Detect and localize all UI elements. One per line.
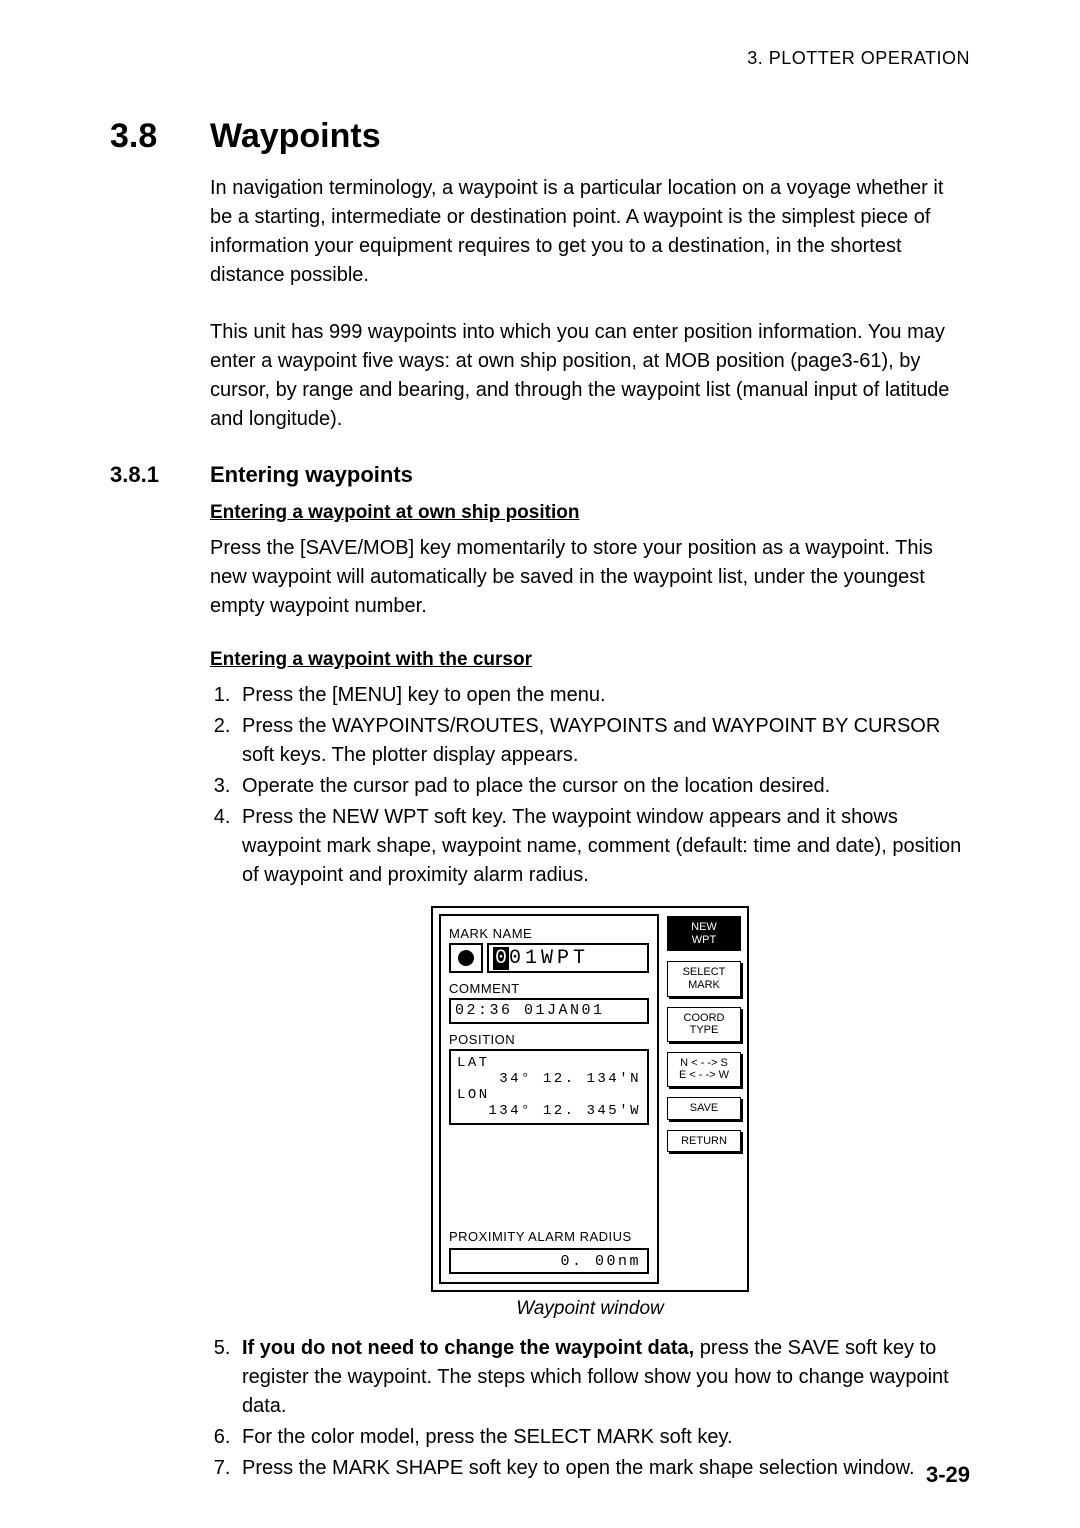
comment-field[interactable]: 02:36 01JAN01 xyxy=(449,998,649,1024)
softkey-ns-ew[interactable]: N < - -> S E < - -> W xyxy=(667,1052,741,1087)
step-2: Press the WAYPOINTS/ROUTES, WAYPOINTS an… xyxy=(236,712,970,770)
figure-caption: Waypoint window xyxy=(210,1298,970,1320)
waypoint-window: MARK NAME 001WPT COMMENT 02:36 01JAN01 P… xyxy=(431,906,749,1292)
step-7: Press the MARK SHAPE soft key to open th… xyxy=(236,1454,970,1483)
heading-cursor: Entering a waypoint with the cursor xyxy=(210,649,970,671)
subsection-title: Entering waypoints xyxy=(210,462,413,488)
subsection-number: 3.8.1 xyxy=(110,462,210,488)
step-4: Press the NEW WPT soft key. The waypoint… xyxy=(236,803,970,890)
heading-own-ship: Entering a waypoint at own ship position xyxy=(210,502,970,524)
section-number: 3.8 xyxy=(110,117,210,156)
step-5-bold: If you do not need to change the waypoin… xyxy=(242,1337,694,1359)
section-heading: 3.8 Waypoints xyxy=(110,117,970,156)
intro-para-2: This unit has 999 waypoints into which y… xyxy=(210,318,970,434)
step-1: Press the [MENU] key to open the menu. xyxy=(236,681,970,710)
waypoint-panel: MARK NAME 001WPT COMMENT 02:36 01JAN01 P… xyxy=(439,914,659,1284)
softkey-line: E < - -> W xyxy=(670,1069,738,1082)
label-comment: COMMENT xyxy=(449,981,649,996)
lat-value: 34° 12. 134'N xyxy=(457,1071,641,1087)
label-position: POSITION xyxy=(449,1032,649,1047)
section-title: Waypoints xyxy=(210,117,381,156)
circle-mark-icon xyxy=(458,950,474,966)
intro-para-1: In navigation terminology, a waypoint is… xyxy=(210,174,970,290)
softkey-line: MARK xyxy=(670,979,738,992)
softkey-line: N < - -> S xyxy=(670,1057,738,1070)
label-lon: LON xyxy=(457,1087,641,1103)
name-cursor-char: 0 xyxy=(493,947,509,970)
subsection-heading: 3.8.1 Entering waypoints xyxy=(110,462,970,488)
step-3: Operate the cursor pad to place the curs… xyxy=(236,772,970,801)
own-ship-para: Press the [SAVE/MOB] key momentarily to … xyxy=(210,534,970,621)
name-rest: 01WPT xyxy=(509,947,589,970)
label-lat: LAT xyxy=(457,1055,641,1071)
proximity-field[interactable]: 0. 00nm xyxy=(449,1248,649,1274)
softkey-return[interactable]: RETURN xyxy=(667,1130,741,1153)
steps-list-a: Press the [MENU] key to open the menu. P… xyxy=(210,681,970,890)
softkey-new-wpt[interactable]: NEW WPT xyxy=(667,916,741,951)
step-6: For the color model, press the SELECT MA… xyxy=(236,1423,970,1452)
waypoint-window-figure: MARK NAME 001WPT COMMENT 02:36 01JAN01 P… xyxy=(210,906,970,1292)
position-box[interactable]: LAT 34° 12. 134'N LON 134° 12. 345'W xyxy=(449,1049,649,1125)
label-mark-name: MARK NAME xyxy=(449,926,649,941)
lon-value: 134° 12. 345'W xyxy=(457,1103,641,1119)
label-proximity: PROXIMITY ALARM RADIUS xyxy=(449,1229,632,1244)
softkey-line: SELECT xyxy=(670,966,738,979)
softkey-line: NEW xyxy=(670,921,738,934)
mark-shape-box[interactable] xyxy=(449,943,483,973)
softkey-select-mark[interactable]: SELECT MARK xyxy=(667,961,741,996)
chapter-header: 3. PLOTTER OPERATION xyxy=(110,48,970,69)
waypoint-name-field[interactable]: 001WPT xyxy=(487,943,649,973)
step-5: If you do not need to change the waypoin… xyxy=(236,1334,970,1421)
softkey-line: WPT xyxy=(670,934,738,947)
softkey-line: COORD xyxy=(670,1012,738,1025)
page-number: 3-29 xyxy=(926,1462,970,1488)
softkey-column: NEW WPT SELECT MARK COORD TYPE N < - -> … xyxy=(667,914,741,1284)
softkey-line: TYPE xyxy=(670,1024,738,1037)
steps-list-b: If you do not need to change the waypoin… xyxy=(210,1334,970,1483)
softkey-coord-type[interactable]: COORD TYPE xyxy=(667,1007,741,1042)
softkey-save[interactable]: SAVE xyxy=(667,1097,741,1120)
